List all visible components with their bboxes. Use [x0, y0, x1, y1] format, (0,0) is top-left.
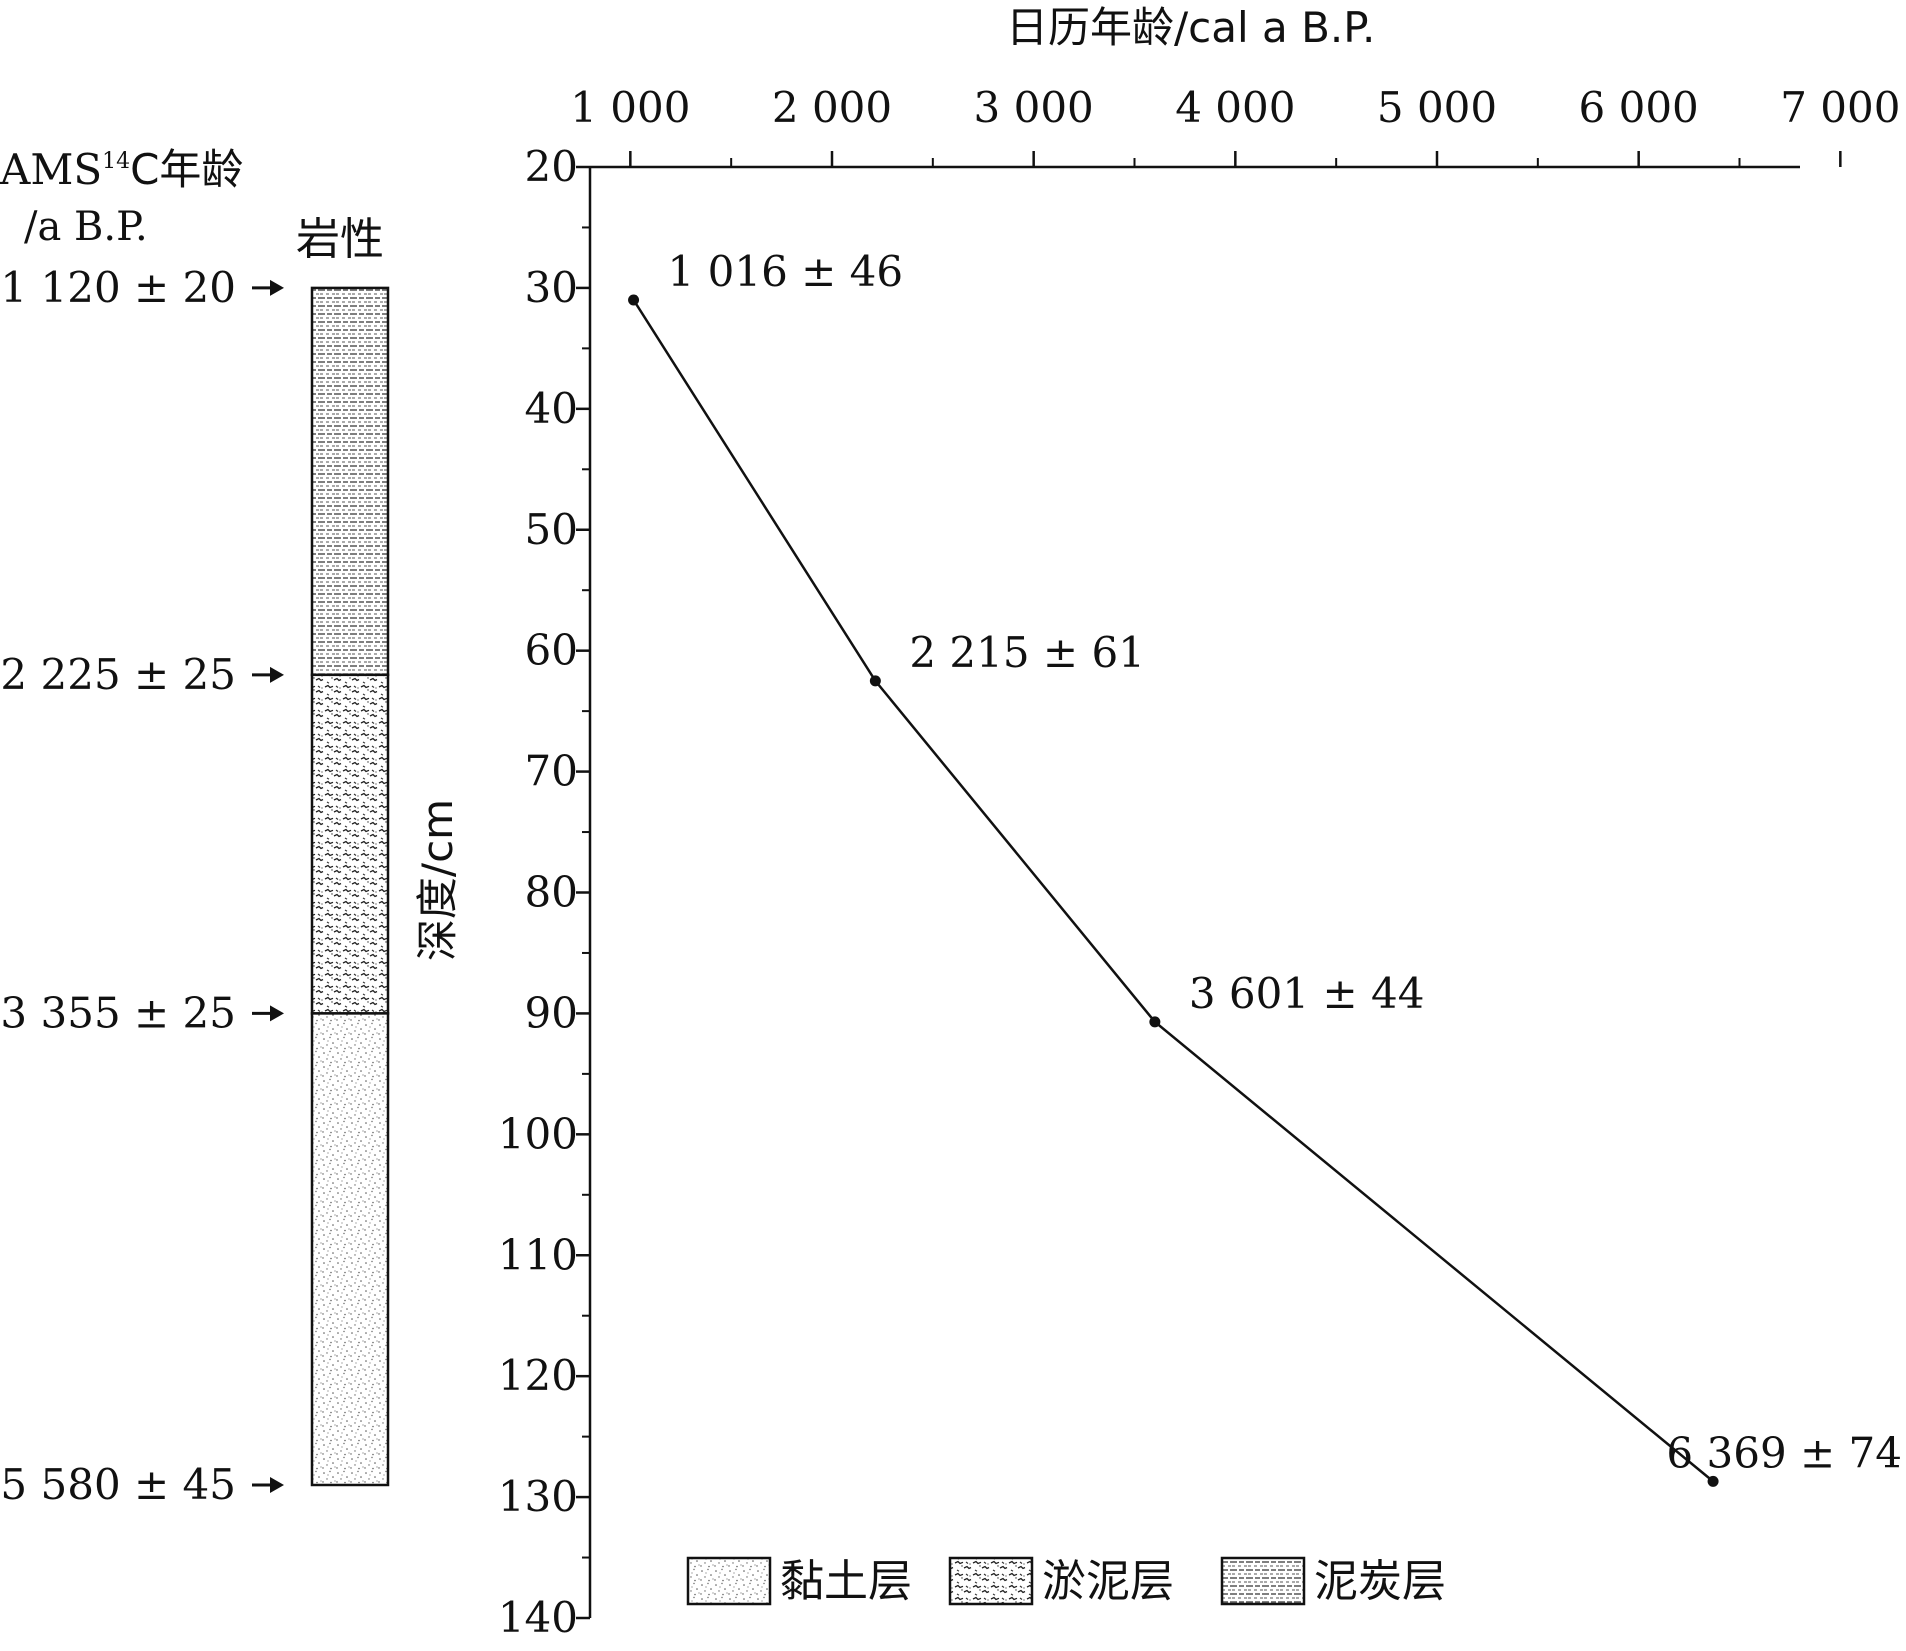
- ams-heading-suffix: C年龄: [130, 145, 243, 194]
- x-tick-label: 1 000: [570, 83, 690, 132]
- lithology-layer-silt: [310, 673, 390, 1015]
- legend-swatch-silt: [948, 1556, 1034, 1606]
- y-tick-label: 110: [498, 1230, 578, 1279]
- y-axis-ticks: 20 30 40 50 60 70 80 90 100 110 120 130 140: [498, 142, 590, 1642]
- y-tick-label: 90: [525, 988, 578, 1037]
- x-tick-label: 6 000: [1579, 83, 1699, 132]
- data-point: [1707, 1475, 1719, 1487]
- data-points: [628, 294, 1719, 1487]
- data-point-label: 1 016 ± 46: [668, 247, 904, 296]
- y-tick-label: 60: [525, 626, 578, 675]
- ams-heading-superscript: 14: [102, 149, 130, 174]
- legend: 黏土层 淤泥层 泥炭层: [686, 1556, 1446, 1607]
- ams-date-label: 2 225 ± 25: [0, 650, 236, 699]
- ams-date-label: 5 580 ± 45: [0, 1460, 236, 1509]
- x-axis-ticks: 1 000 2 000 3 000 4 000 5 000 6 000 7 000: [570, 83, 1900, 167]
- data-point-labels: 1 016 ± 46 2 215 ± 61 3 601 ± 44 6 369 ± 74: [668, 247, 1902, 1477]
- x-tick-label: 4 000: [1175, 83, 1295, 132]
- arrow-icon: [270, 1476, 284, 1493]
- age-depth-chart: 日历年龄/cal a B.P. 深度/cm 1 000 2 000 3 000 4 0…: [413, 3, 1902, 1642]
- legend-swatch-clay: [686, 1556, 772, 1606]
- age-depth-curve: [632, 299, 1714, 1483]
- lithology-layer-clay: [310, 1012, 390, 1487]
- data-point-label: 2 215 ± 61: [909, 628, 1145, 677]
- arrow-icon: [270, 1005, 284, 1022]
- x-tick-label: 3 000: [974, 83, 1094, 132]
- y-tick-label: 100: [498, 1109, 578, 1158]
- data-point: [1149, 1016, 1161, 1028]
- legend-label: 泥炭层: [1314, 1556, 1446, 1607]
- ams-date-label: 1 120 ± 20: [0, 263, 236, 312]
- data-point-label: 3 601 ± 44: [1189, 969, 1425, 1018]
- y-tick-label: 130: [498, 1472, 578, 1521]
- lithology-layers: [310, 286, 390, 1487]
- data-point: [869, 675, 881, 687]
- ams-unit-label: /a B.P.: [24, 204, 148, 250]
- ams-age-heading: AMS14C年龄: [0, 145, 243, 194]
- arrow-icon: [270, 279, 284, 296]
- x-tick-label: 5 000: [1377, 83, 1497, 132]
- x-tick-label: 2 000: [772, 83, 892, 132]
- lithology-panel: AMS14C年龄 /a B.P. 岩性 1 120 ± 20 2 225 ± 25…: [0, 145, 390, 1509]
- legend-label: 淤泥层: [1042, 1556, 1174, 1607]
- y-tick-label: 40: [525, 384, 578, 433]
- lithology-layer-peat: [310, 286, 390, 677]
- y-tick-label: 70: [525, 747, 578, 796]
- y-tick-label: 140: [498, 1593, 578, 1642]
- y-tick-label: 80: [525, 868, 578, 917]
- y-axis-title: 深度/cm: [413, 799, 462, 961]
- data-point: [628, 294, 640, 306]
- y-tick-label: 120: [498, 1351, 578, 1400]
- data-point-label: 6 369 ± 74: [1666, 1428, 1902, 1477]
- y-tick-label: 30: [525, 263, 578, 312]
- legend-swatch-peat: [1220, 1556, 1306, 1606]
- y-tick-label: 50: [525, 505, 578, 554]
- lithology-column-title: 岩性: [296, 214, 384, 265]
- ams-date-markers: 1 120 ± 20 2 225 ± 25 3 355 ± 25 5 580 ± 45: [0, 263, 284, 1509]
- ams-heading-main: AMS: [0, 145, 102, 194]
- y-tick-label: 20: [525, 142, 578, 191]
- arrow-icon: [270, 666, 284, 683]
- x-axis-title: 日历年龄/cal a B.P.: [1006, 3, 1375, 52]
- x-tick-label: 7 000: [1780, 83, 1900, 132]
- legend-label: 黏土层: [780, 1556, 912, 1607]
- ams-date-label: 3 355 ± 25: [0, 988, 236, 1037]
